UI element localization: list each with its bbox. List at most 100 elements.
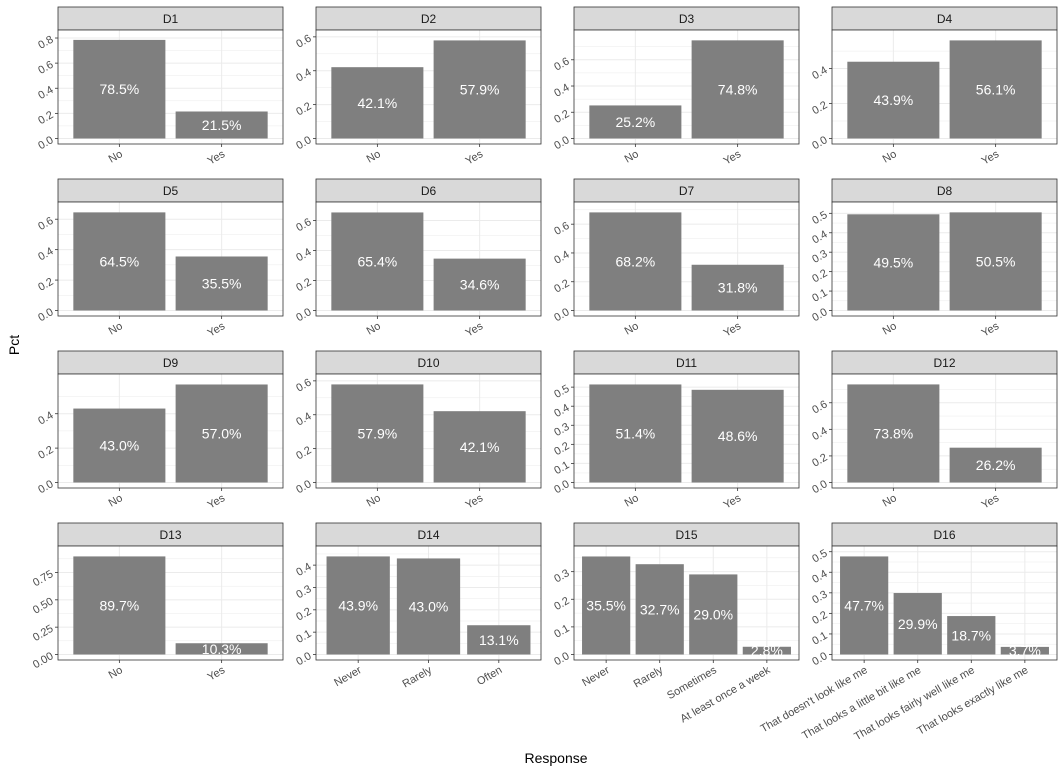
- bar-Yes: [433, 258, 526, 311]
- y-tick-label: 0.0: [552, 478, 571, 496]
- y-tick-label: 0.2: [36, 276, 55, 294]
- x-tick-label: At least once a week: [678, 664, 772, 725]
- panel-D6: D6 65.4% 34.6% 0.0 0.2 0.4 0.6 No Yes: [294, 178, 542, 340]
- panel-border: [57, 373, 284, 489]
- y-tick-label: 0.2: [36, 444, 55, 462]
- x-tick-label: No: [365, 492, 383, 509]
- bar-Never: [326, 556, 390, 655]
- bar-Yes: [433, 40, 526, 139]
- y-tick-label: 0.6: [36, 215, 55, 233]
- bar-No: [331, 384, 424, 483]
- panel-D16: D16 47.7% 29.9% 18.7% 3.7% 0.0 0.1 0.2 0.3 0.4 0.5…: [759, 522, 1058, 743]
- y-tick-label: 0.0: [552, 306, 571, 324]
- facet-title: D3: [679, 12, 695, 26]
- y-tick-label: 0.4: [36, 245, 55, 263]
- x-tick-label: Yes: [980, 320, 1002, 340]
- bar-value-label: 74.8%: [718, 81, 758, 97]
- panel-D8: D8 49.5% 50.5% 0.00.1 0.20.3 0.40.5 No Yes: [810, 178, 1058, 340]
- bar-value-label: 47.7%: [844, 597, 884, 613]
- y-tick-label: 0.2: [810, 99, 829, 117]
- bar-value-label: 73.8%: [874, 425, 914, 441]
- bar-value-label: 48.6%: [718, 428, 758, 444]
- facet-title: D13: [159, 528, 181, 542]
- facet-title: D1: [163, 12, 179, 26]
- bar-value-label: 34.6%: [460, 277, 500, 293]
- bar-Yes: [175, 384, 268, 483]
- bar-No: [589, 105, 682, 139]
- bar-That looks fairly well like me: [947, 616, 996, 655]
- y-tick-label: 0.1: [552, 459, 571, 477]
- bar-value-label: 43.0%: [100, 438, 140, 454]
- x-tick-label: Yes: [722, 492, 744, 512]
- bar-Yes: [949, 212, 1042, 311]
- y-tick-label: 0.2: [294, 605, 313, 623]
- x-tick-label: No: [107, 664, 125, 681]
- bar-value-label: 89.7%: [100, 597, 140, 613]
- bar-value-label: 64.5%: [100, 253, 140, 269]
- x-tick-label: Never: [332, 664, 364, 689]
- y-tick-label: 0.6: [810, 398, 829, 416]
- x-tick-label: Yes: [464, 148, 486, 168]
- facet-title: D4: [937, 12, 953, 26]
- bar-value-label: 26.2%: [976, 457, 1016, 473]
- facet-title: D10: [417, 356, 439, 370]
- x-tick-label: Yes: [722, 320, 744, 340]
- bar-value-label: 21.5%: [202, 117, 242, 133]
- y-tick-label: 0.4: [552, 82, 571, 100]
- y-tick-label: 0.2: [294, 444, 313, 462]
- x-tick-label: No: [623, 148, 641, 165]
- y-tick-label: 0.75: [31, 568, 56, 589]
- y-tick-label: 0.4: [810, 568, 829, 586]
- y-tick-label: 0.2: [810, 267, 829, 285]
- x-tick-label: No: [881, 320, 899, 337]
- bar-No: [331, 67, 424, 139]
- x-tick-label: Never: [580, 664, 612, 689]
- bar-No: [73, 39, 166, 139]
- y-tick-label: 0.4: [810, 228, 829, 246]
- facet-title: D6: [421, 184, 437, 198]
- panel-border: [315, 373, 542, 489]
- x-tick-label: Yes: [206, 148, 228, 168]
- bar-value-label: 31.8%: [718, 280, 758, 296]
- y-tick-label: 0.0: [810, 478, 829, 496]
- x-tick-label: No: [107, 492, 125, 509]
- bar-That looks a little bit like me: [893, 593, 942, 655]
- bar-Yes: [949, 40, 1042, 139]
- bar-That looks exactly like me: [1000, 646, 1049, 655]
- bar-value-label: 29.9%: [898, 616, 938, 632]
- y-tick-label: 0.0: [36, 306, 55, 324]
- bar-value-label: 43.9%: [338, 597, 378, 613]
- x-tick-label: No: [623, 492, 641, 509]
- x-tick-label: Yes: [980, 492, 1002, 512]
- panel-border: [57, 29, 284, 145]
- y-tick-label: 0.0: [294, 306, 313, 324]
- panel-D3: D3 25.2% 74.8% 0.0 0.2 0.4 0.6 No Yes: [552, 6, 800, 168]
- y-tick-label: 0.0: [36, 134, 55, 152]
- panel-D7: D7 68.2% 31.8% 0.0 0.2 0.4 0.6 No Yes: [552, 178, 800, 340]
- x-axis-title: Response: [524, 750, 587, 766]
- bar-Yes: [949, 447, 1042, 483]
- y-tick-label: 0.4: [810, 64, 829, 82]
- y-tick-label: 0.6: [294, 377, 313, 395]
- bar-Yes: [691, 264, 784, 311]
- y-tick-label: 0.0: [810, 134, 829, 152]
- y-tick-label: 0.0: [552, 650, 571, 668]
- bar-Sometimes: [689, 574, 738, 655]
- facet-title: D15: [675, 528, 697, 542]
- y-tick-label: 0.4: [294, 410, 313, 428]
- bar-value-label: 32.7%: [640, 601, 680, 617]
- y-tick-label: 0.1: [294, 628, 313, 646]
- panel-D2: D2 42.1% 57.9% 0.0 0.2 0.4 0.6 No Yes: [294, 6, 542, 168]
- bar-Rarely: [396, 558, 461, 655]
- panel-border: [831, 545, 1058, 661]
- facet-title: D14: [417, 528, 439, 542]
- x-tick-label: No: [107, 320, 125, 337]
- bar-value-label: 57.9%: [460, 81, 500, 97]
- bar-value-label: 35.5%: [202, 275, 242, 291]
- panel-border: [831, 29, 1058, 145]
- bar-Yes: [175, 111, 268, 139]
- panel-border: [831, 201, 1058, 317]
- y-tick-label: 0.3: [552, 567, 571, 585]
- bar-Rarely: [635, 564, 684, 655]
